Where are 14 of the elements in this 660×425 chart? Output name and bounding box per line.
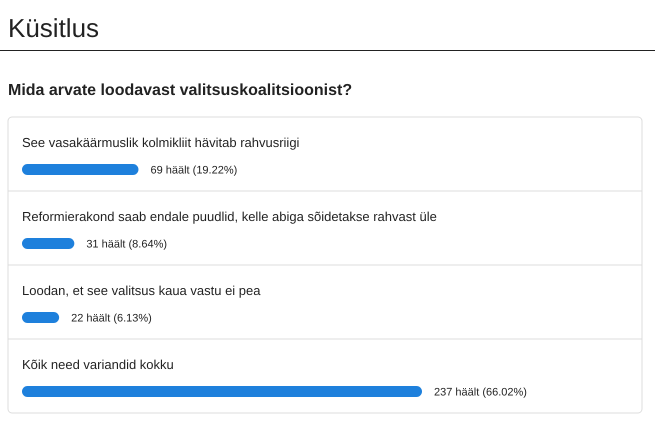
y-tick-label: See vasakäärmuslik kolmikliit hävitab rahvusriigi xyxy=(22,135,300,150)
y-tick-label: Reformierakond saab endale puudlid, kelle abiga sõidetakse rahvast üle xyxy=(22,209,437,224)
bar xyxy=(22,238,74,249)
bar xyxy=(22,312,60,323)
data-label: 237 häält (66.02%) xyxy=(434,386,527,398)
chart-title: Küsitlus xyxy=(8,13,100,43)
y-tick-label: Kõik need variandid kokku xyxy=(22,357,174,372)
data-label: 69 häält (19.22%) xyxy=(150,164,238,176)
data-label: 22 häält (6.13%) xyxy=(71,312,152,324)
y-tick-label: Loodan, et see valitsus kaua vastu ei pea xyxy=(22,283,262,298)
chart-subtitle: Mida arvate loodavast valitsuskoalitsioonist? xyxy=(8,82,352,99)
data-label: 31 häält (8.64%) xyxy=(86,238,168,250)
bar xyxy=(22,164,138,175)
bar xyxy=(22,386,422,397)
